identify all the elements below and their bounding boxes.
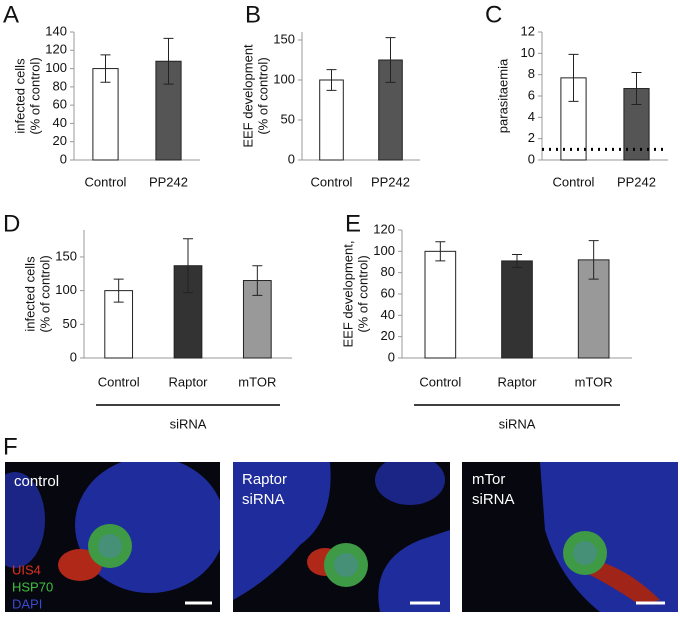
y-tick-label: 80 [381, 264, 395, 279]
y-tick-label: 50 [281, 111, 295, 126]
y-axis-label: infected cells [22, 256, 37, 332]
x-tick-label: Raptor [497, 374, 537, 389]
panel-letter: A [3, 1, 19, 28]
y-tick-label: 60 [53, 97, 67, 112]
panel-letter: C [485, 1, 502, 28]
y-axis-label: (% of control) [355, 255, 370, 332]
y-tick-label: 140 [45, 23, 67, 38]
y-tick-label: 0 [60, 151, 67, 166]
y-tick-label: 6 [528, 87, 535, 102]
y-axis-label: (% of control) [255, 57, 270, 134]
y-tick-label: 0 [528, 151, 535, 166]
y-tick-label: 120 [373, 221, 395, 236]
y-tick-label: 100 [55, 282, 77, 297]
y-tick-label: 100 [373, 243, 395, 258]
stain-label: HSP70 [12, 579, 53, 594]
x-tick-label: PP242 [371, 174, 410, 189]
y-tick-label: 150 [55, 248, 77, 263]
error-bar [385, 37, 396, 83]
y-axis-label: EEF development [240, 44, 255, 148]
y-axis-label: (% of control) [27, 57, 42, 134]
error-bar [183, 238, 193, 294]
panel-letter: D [3, 210, 20, 237]
y-tick-label: 2 [528, 130, 535, 145]
y-tick-label: 8 [528, 66, 535, 81]
x-tick-label: PP242 [617, 174, 656, 189]
y-tick-label: 40 [53, 115, 67, 130]
group-label: siRNA [499, 416, 536, 431]
panel-letter: B [245, 1, 261, 28]
x-tick-label: Control [98, 374, 140, 389]
group-label: siRNA [170, 416, 207, 431]
x-tick-label: PP242 [149, 174, 188, 189]
y-tick-label: 100 [273, 71, 295, 86]
image-label: control [14, 473, 59, 490]
bar [424, 250, 457, 359]
y-tick-label: 100 [45, 60, 67, 75]
error-bar [588, 240, 599, 280]
y-tick-label: 40 [381, 307, 395, 322]
x-tick-label: Control [553, 174, 595, 189]
image-label: siRNA [472, 491, 515, 508]
error-bar [512, 254, 522, 268]
y-axis-label: EEF development, [340, 241, 355, 348]
y-tick-label: 0 [288, 151, 295, 166]
image-label: siRNA [242, 491, 285, 508]
x-tick-label: Control [85, 174, 127, 189]
image-label: Raptor [242, 471, 287, 488]
y-tick-label: 60 [381, 285, 395, 300]
y-tick-label: 0 [70, 349, 77, 364]
error-bar [631, 72, 642, 106]
stain-label: UIS4 [12, 562, 41, 577]
micrograph [233, 462, 450, 612]
error-bar [252, 265, 263, 296]
x-tick-label: Control [419, 374, 461, 389]
error-bar [113, 278, 124, 303]
micrograph [5, 462, 220, 612]
x-tick-label: Raptor [168, 374, 208, 389]
error-bar [100, 54, 111, 83]
error-bar [163, 37, 174, 85]
y-tick-label: 120 [45, 42, 67, 57]
y-tick-label: 4 [528, 109, 535, 124]
error-bar [326, 69, 337, 91]
panel-letter: F [3, 433, 18, 460]
y-axis-label: (% of control) [37, 255, 52, 332]
y-tick-label: 12 [521, 23, 535, 38]
micrograph [462, 462, 678, 612]
y-tick-label: 10 [521, 45, 535, 60]
y-tick-label: 80 [53, 78, 67, 93]
bar [501, 260, 533, 359]
y-tick-label: 50 [63, 316, 77, 331]
bar [319, 79, 344, 161]
error-bar [435, 241, 446, 262]
y-tick-label: 150 [273, 31, 295, 46]
stain-label: DAPI [12, 596, 42, 611]
bar [560, 77, 587, 161]
panel-letter: E [345, 210, 361, 237]
x-tick-label: mTOR [238, 374, 276, 389]
y-tick-label: 20 [381, 328, 395, 343]
y-axis-label: parasitaemia [495, 58, 510, 133]
x-tick-label: Control [311, 174, 353, 189]
y-tick-label: 20 [53, 133, 67, 148]
error-bar [568, 53, 579, 102]
y-tick-label: 0 [388, 349, 395, 364]
y-axis-label: infected cells [12, 58, 27, 134]
x-tick-label: mTOR [575, 374, 613, 389]
image-label: mTor [472, 471, 505, 488]
